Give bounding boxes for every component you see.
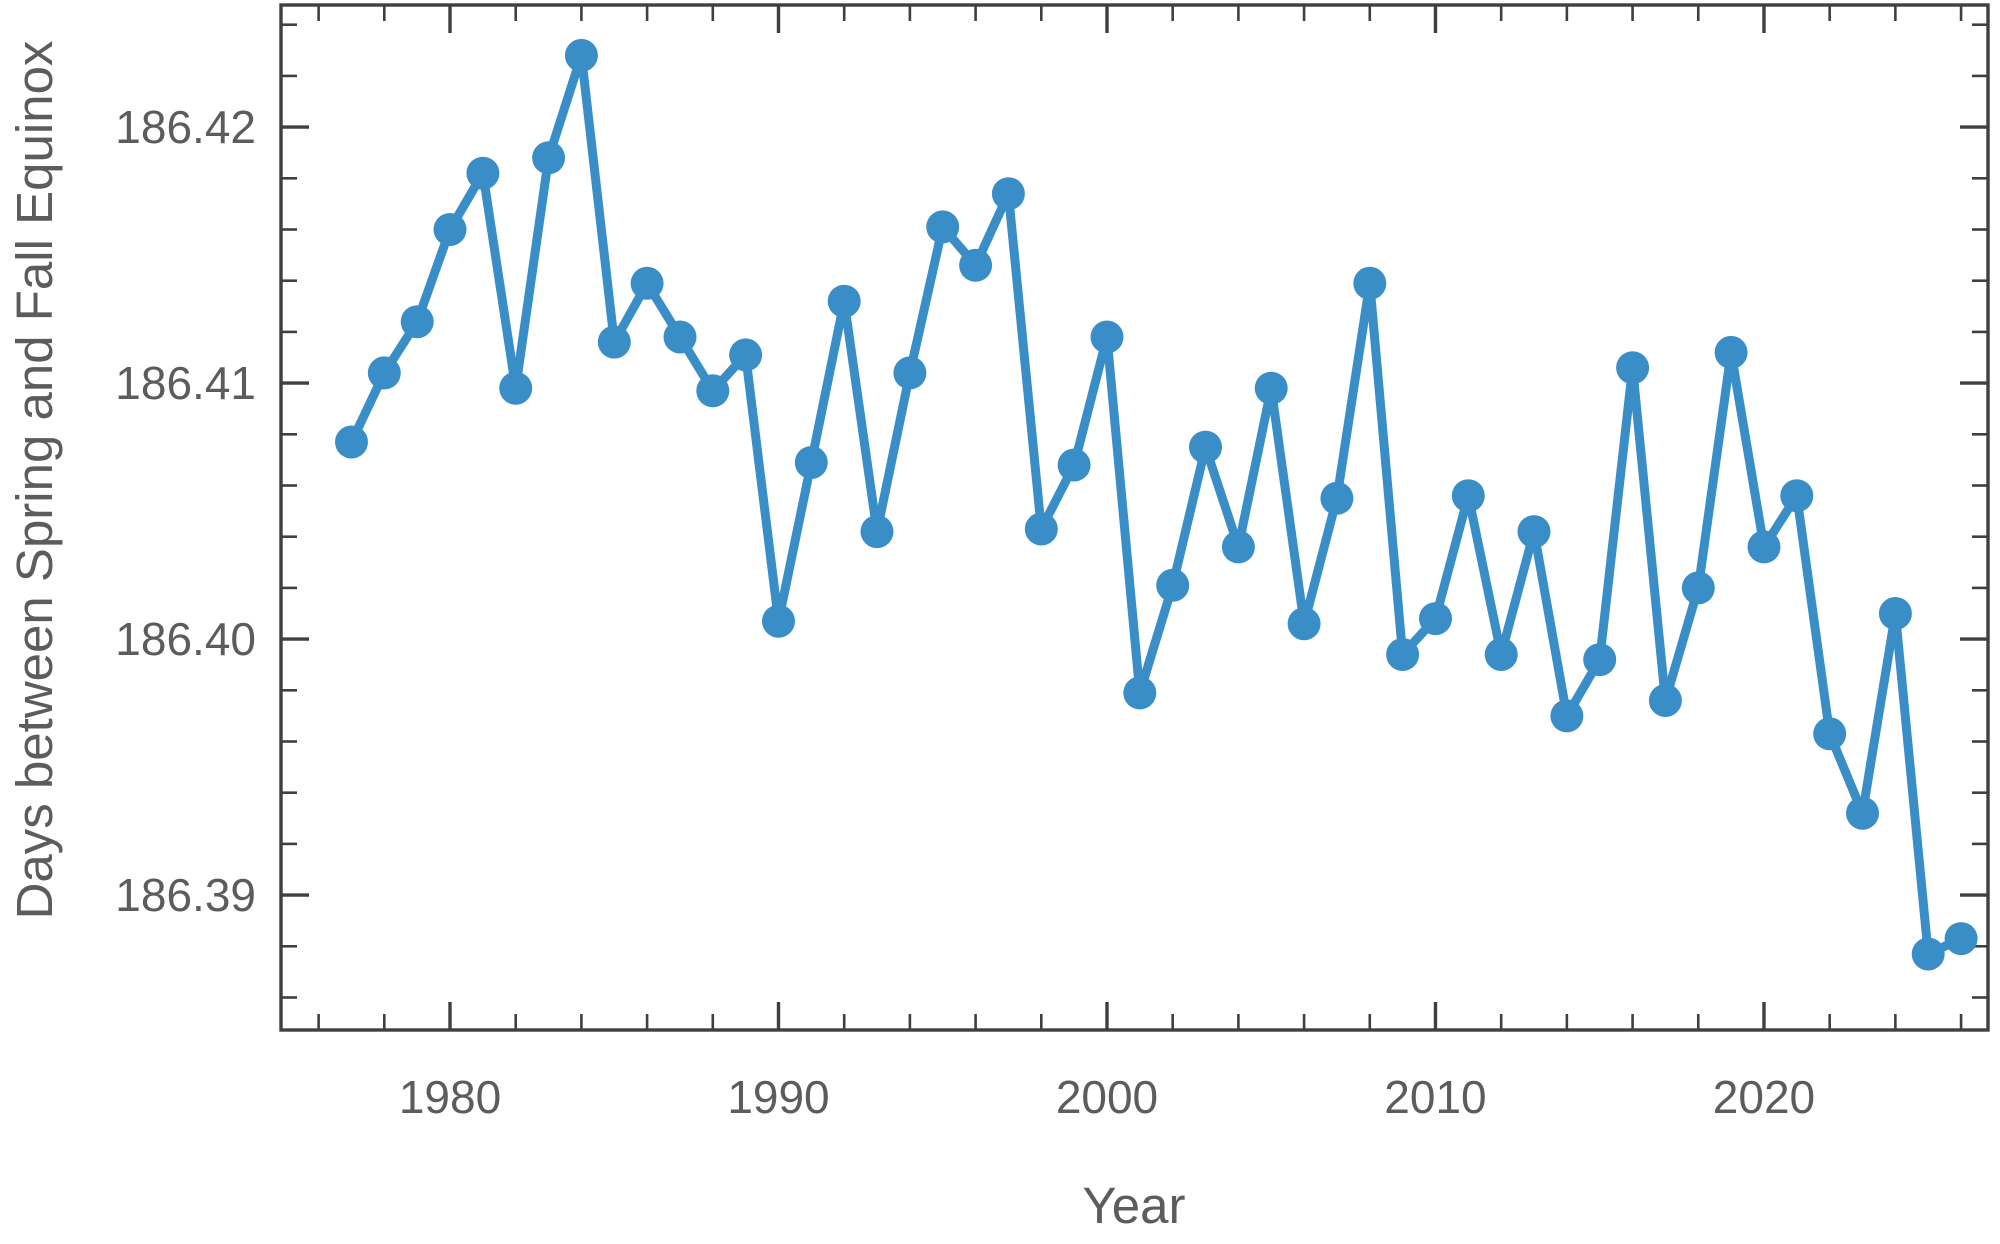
data-point-2007 — [1320, 481, 1354, 515]
data-point-2015 — [1583, 643, 1617, 677]
data-point-2005 — [1254, 371, 1288, 405]
x-axis-label: Year — [1082, 1177, 1185, 1234]
data-point-1999 — [1057, 448, 1091, 482]
x-axis-tick-label: 1980 — [399, 1071, 501, 1123]
data-point-1997 — [991, 177, 1025, 211]
data-point-1977 — [335, 425, 368, 459]
data-point-2019 — [1714, 335, 1748, 369]
data-point-2020 — [1747, 530, 1781, 564]
data-point-2008 — [1353, 266, 1387, 300]
data-point-1980 — [433, 213, 467, 246]
series-line — [347, 50, 1966, 959]
data-point-2004 — [1221, 530, 1255, 564]
data-point-2026 — [1944, 922, 1978, 956]
data-point-2021 — [1780, 479, 1814, 513]
x-axis-tick-label: 2020 — [1713, 1071, 1815, 1123]
plot-frame — [279, 3, 1990, 1032]
data-point-1994 — [893, 356, 927, 390]
data-point-2023 — [1846, 796, 1879, 830]
data-point-1982 — [499, 371, 533, 405]
data-point-1995 — [926, 210, 960, 244]
data-point-1979 — [400, 305, 434, 339]
series-markers — [335, 38, 1978, 971]
data-point-1983 — [532, 141, 566, 175]
x-axis-tick-label: 2010 — [1384, 1071, 1486, 1123]
data-point-2006 — [1287, 607, 1321, 641]
data-point-2022 — [1813, 717, 1847, 751]
data-point-1984 — [564, 38, 598, 72]
data-point-2024 — [1878, 597, 1912, 630]
data-point-1988 — [696, 374, 730, 408]
data-point-2014 — [1550, 699, 1584, 733]
data-point-1993 — [860, 515, 894, 549]
axis-tick-labels: 1980 1990 2000 2010 2020 186.39 186.40 186.41 18… — [115, 101, 1815, 1123]
data-point-2013 — [1517, 515, 1551, 549]
data-point-1996 — [959, 248, 993, 282]
y-axis-tick-label: 186.42 — [115, 101, 256, 153]
data-point-2002 — [1156, 568, 1190, 602]
axis-ticks — [281, 5, 1988, 1030]
data-point-2025 — [1911, 937, 1945, 971]
x-axis-tick-label: 2000 — [1056, 1071, 1158, 1123]
data-point-1987 — [663, 320, 697, 354]
data-point-1981 — [466, 156, 500, 190]
data-point-1992 — [827, 284, 861, 318]
y-axis-tick-label: 186.40 — [115, 613, 256, 665]
data-point-1986 — [630, 266, 664, 300]
data-point-2011 — [1451, 479, 1485, 513]
data-point-1978 — [367, 356, 401, 390]
data-point-1989 — [729, 338, 763, 372]
data-point-2016 — [1616, 351, 1650, 385]
data-point-2001 — [1123, 676, 1157, 710]
data-point-1985 — [597, 325, 631, 359]
x-axis-tick-label: 1990 — [727, 1071, 829, 1123]
data-point-1990 — [762, 604, 795, 638]
data-point-2003 — [1189, 430, 1222, 464]
data-point-2010 — [1419, 602, 1452, 636]
data-point-2017 — [1648, 684, 1682, 717]
data-point-2018 — [1681, 571, 1715, 605]
y-axis-tick-label: 186.41 — [115, 357, 256, 409]
y-axis-label: Days between Spring and Fall Equinox — [6, 41, 63, 920]
data-point-2012 — [1484, 638, 1518, 671]
y-axis-tick-label: 186.39 — [115, 869, 256, 921]
data-point-1998 — [1024, 512, 1058, 546]
data-point-1991 — [794, 446, 828, 479]
data-point-2000 — [1090, 320, 1124, 354]
data-point-2009 — [1386, 638, 1420, 671]
